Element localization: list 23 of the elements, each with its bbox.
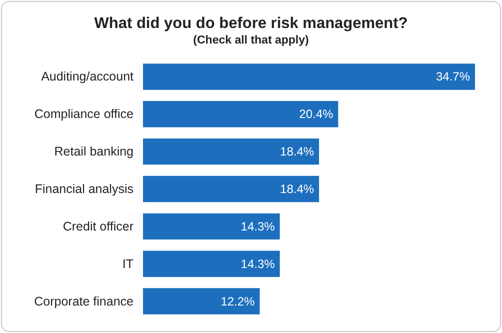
y-tick-label: Compliance office bbox=[34, 107, 134, 122]
bar bbox=[143, 138, 320, 165]
bar bbox=[143, 176, 320, 202]
bar bbox=[143, 288, 260, 314]
data-label: 14.3% bbox=[240, 256, 276, 271]
bar bbox=[143, 101, 338, 128]
y-tick-label: Financial analysis bbox=[34, 182, 134, 196]
data-label: 18.4% bbox=[280, 182, 314, 196]
data-label: 14.3% bbox=[240, 219, 276, 234]
bar bbox=[143, 250, 280, 277]
y-tick-label: Auditing/account bbox=[41, 70, 134, 84]
data-label: 20.4% bbox=[299, 107, 334, 122]
y-tick-label: Retail banking bbox=[54, 144, 134, 159]
chart-subtitle: (Check all that apply) bbox=[193, 34, 309, 46]
data-label: 34.7% bbox=[436, 70, 470, 84]
y-tick-label: IT bbox=[122, 256, 134, 271]
bar bbox=[143, 64, 475, 90]
bar bbox=[143, 213, 280, 240]
y-tick-label: Corporate finance bbox=[34, 294, 134, 308]
data-label: 12.2% bbox=[220, 294, 256, 308]
data-label: 18.4% bbox=[280, 144, 314, 159]
y-tick-label: Credit officer bbox=[62, 219, 134, 234]
chart-title: What did you do before risk management? bbox=[94, 15, 408, 32]
